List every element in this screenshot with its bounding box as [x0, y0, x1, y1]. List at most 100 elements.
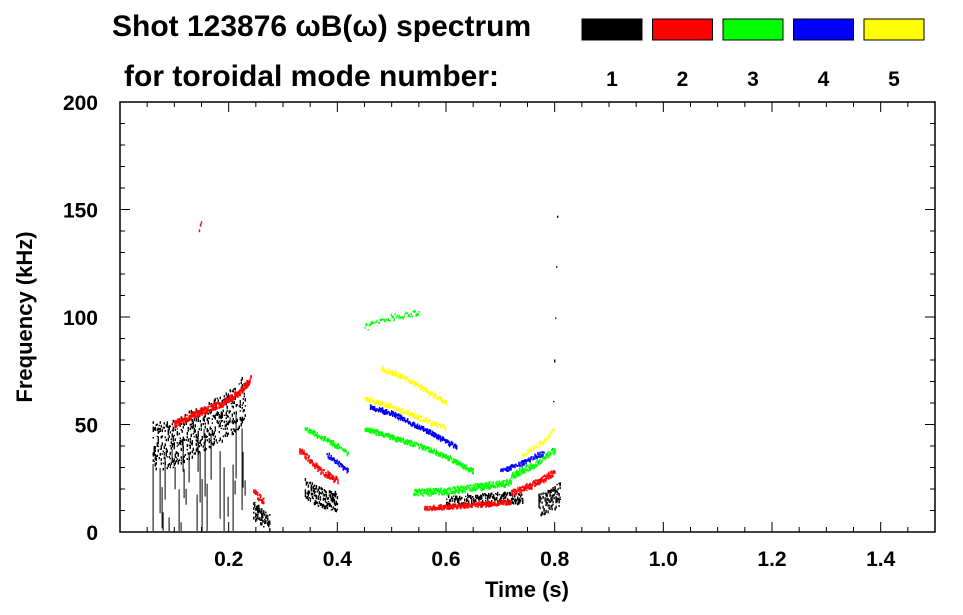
spectrum-point: [319, 492, 322, 494]
spectrum-point: [392, 435, 394, 438]
spectrum-point: [343, 448, 346, 452]
spectrum-point: [397, 406, 399, 409]
spectrum-point: [508, 469, 510, 472]
spectrum-point: [538, 454, 540, 458]
spectrum-point: [324, 490, 327, 494]
spectrum-point: [438, 395, 441, 399]
spectrum-point: [405, 420, 408, 422]
spectrum-point: [396, 440, 398, 442]
spectrum-point: [195, 411, 197, 414]
spectrum-point: [503, 497, 505, 500]
spectrum-point: [163, 454, 165, 456]
spectrum-point: [510, 480, 512, 483]
spectrum-point: [234, 398, 236, 400]
spectrum-point: [524, 470, 526, 474]
spectrum-point: [170, 438, 172, 441]
spectrum-point: [399, 437, 401, 441]
spectrum-point: [453, 487, 455, 489]
spectrum-point: [406, 420, 409, 423]
spectrum-point: [446, 491, 448, 495]
spectrum-point: [320, 487, 323, 491]
spectrum-point: [443, 401, 446, 404]
spectrum-point: [204, 411, 206, 413]
spectrum-point: [324, 474, 326, 478]
spectrum-point: [464, 465, 466, 469]
spectrum-point: [491, 505, 493, 507]
spectrum-point: [265, 511, 267, 514]
spectrum-point: [314, 430, 317, 434]
spectrum-point: [235, 392, 237, 396]
mode-3-feature-1: [304, 427, 350, 457]
spectrum-point: [474, 499, 476, 503]
spectrum-point: [204, 406, 206, 410]
spectrum-point: [459, 505, 461, 508]
spectrum-point: [235, 403, 237, 408]
spectrum-point: [445, 439, 448, 442]
spectrum-point: [532, 445, 534, 448]
spectrum-streak: [232, 464, 234, 531]
spectrum-point: [246, 383, 248, 385]
spectrum-point: [518, 488, 520, 491]
spectrum-point: [547, 489, 549, 493]
spectrum-point: [506, 501, 508, 503]
spectrum-point: [537, 460, 539, 463]
spectrum-point: [400, 439, 402, 442]
spectrum-point: [516, 465, 518, 467]
spectrum-point: [335, 493, 338, 496]
spectrum-point: [525, 459, 527, 462]
spectrum-point: [156, 423, 158, 426]
spectrum-point: [216, 413, 218, 416]
spectrum-point: [441, 452, 443, 454]
spectrum-point: [267, 517, 269, 521]
spectrum-point: [309, 460, 311, 463]
spectrum-point: [397, 436, 399, 440]
spectrum-point: [213, 399, 215, 402]
spectrum-point: [474, 483, 476, 486]
spectrum-point: [460, 489, 462, 493]
spectrum-point: [257, 509, 259, 512]
spectrum-point: [447, 444, 450, 446]
spectrum-point: [332, 506, 335, 509]
spectrum-point: [448, 505, 450, 508]
spectrum-point: [435, 492, 437, 495]
spectrum-point: [201, 413, 203, 416]
spectrum-streak: [227, 496, 229, 517]
mode-2-feature-1: [174, 375, 252, 429]
spectrum-point: [175, 460, 177, 463]
spectrum-point: [395, 374, 398, 378]
spectrum-point: [510, 466, 512, 470]
spectrum-point: [549, 477, 551, 479]
spectrum-point: [423, 488, 425, 492]
spectrum-point: [175, 420, 177, 423]
spectrum-point: [454, 486, 456, 490]
spectrum-point: [542, 496, 544, 499]
spectrum-point: [235, 394, 237, 398]
spectrum-point: [492, 497, 494, 499]
spectrum-point: [214, 404, 216, 406]
spectrum-point: [548, 477, 550, 480]
spectrum-point: [537, 455, 539, 459]
spectrum-point: [451, 442, 454, 445]
spectrum-point: [227, 400, 229, 404]
spectrum-point: [155, 455, 157, 458]
spectrum-point: [488, 481, 490, 485]
spectrum-point: [322, 497, 325, 501]
spectrum-point: [389, 319, 391, 322]
spectrum-point: [508, 501, 510, 503]
spectrum-point: [319, 469, 321, 471]
spectrum-point: [169, 457, 171, 460]
spectrum-point: [214, 398, 216, 402]
spectrum-point: [371, 406, 374, 408]
spectrum-point: [171, 434, 173, 437]
spectrum-point: [454, 500, 456, 503]
spectrum-point: [550, 472, 552, 475]
spectrum-point: [154, 449, 156, 453]
spectrum-point: [535, 443, 537, 447]
spectrum-point: [370, 429, 372, 432]
spectrum-point: [226, 399, 228, 401]
spectrum-point: [465, 495, 467, 498]
spectrum-point: [181, 430, 183, 433]
spectrum-point: [550, 470, 552, 473]
spectrum-point: [541, 441, 543, 445]
spectrum-point: [538, 493, 540, 496]
